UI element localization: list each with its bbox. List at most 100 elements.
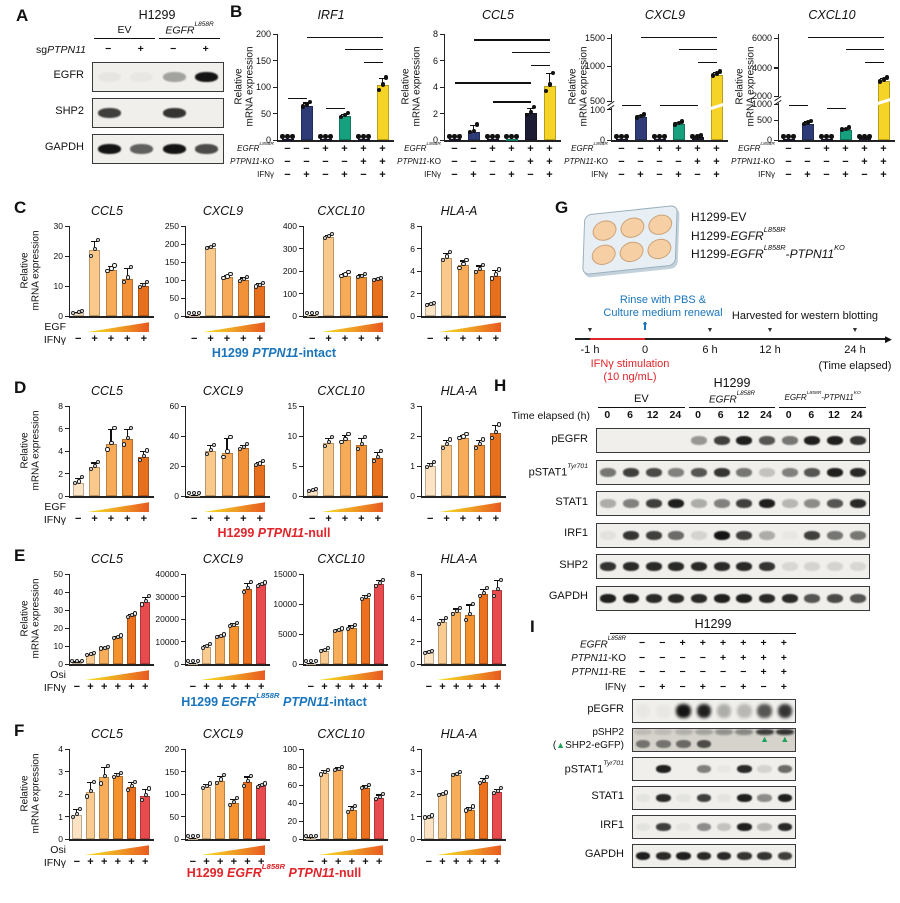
bar (356, 277, 367, 316)
text: − (451, 156, 457, 168)
bar (106, 444, 117, 496)
blot-condition-symbol: − (673, 666, 693, 678)
data-point-dot (485, 586, 489, 590)
y-tick-label: 0 (39, 491, 63, 501)
text: 0 (786, 409, 792, 421)
text: 100 (256, 82, 271, 92)
condition-symbol: + (669, 143, 688, 155)
data-point-dot (208, 642, 212, 646)
condition-symbol: + (111, 681, 125, 693)
y-tick-label: 6 (414, 56, 438, 66)
protein-band (717, 704, 732, 718)
text: 4 (58, 744, 63, 754)
condition-symbol: + (202, 513, 218, 525)
condition-symbol: + (855, 156, 874, 168)
data-point-dot (353, 623, 357, 627)
text: 200 (256, 29, 271, 39)
bar (256, 786, 266, 839)
bar (339, 116, 351, 140)
text: Rinse with PBS & (620, 294, 706, 306)
blot-condition-symbol: + (774, 652, 794, 664)
text: + (527, 143, 533, 155)
text: 30 (54, 605, 63, 615)
protein-band (850, 468, 866, 477)
protein-band (757, 794, 772, 802)
protein-band (778, 704, 793, 718)
data-point-dot (478, 267, 482, 271)
superscript: L858R (764, 243, 786, 252)
condition-row-label: IFNγ (554, 170, 608, 179)
text: H1299-EV (691, 210, 746, 224)
protein-band (697, 794, 712, 802)
condition-row-label: EGFRL858R (554, 144, 608, 153)
text: 6 (58, 424, 63, 434)
text: − (785, 143, 791, 155)
y-tick-label: 3 (391, 401, 415, 411)
text: − (785, 156, 791, 168)
text: − (284, 143, 290, 155)
text: EGFR (738, 144, 760, 153)
panel-label-a: A (16, 6, 28, 26)
text: + (325, 333, 331, 345)
text: 24 (851, 409, 863, 421)
text: 0 (410, 311, 415, 321)
text: − (639, 652, 645, 664)
data-point-dot (452, 134, 457, 139)
plate-well (620, 216, 645, 239)
text: Osi (50, 844, 66, 856)
text: 4 (410, 744, 415, 754)
data-point-dot (614, 134, 619, 139)
y-tick-label: 100 (155, 275, 179, 285)
text: + (87, 681, 93, 693)
protein-band (757, 765, 772, 773)
blot-condition-symbol: 12 (641, 409, 664, 421)
y-tick-label: 5 (273, 461, 297, 471)
blot-condition-symbol: − (693, 666, 713, 678)
text: − (656, 169, 662, 181)
blot-condition-symbol: 0 (596, 409, 619, 421)
text: 8 (58, 401, 63, 411)
protein-band (623, 468, 639, 477)
text: − (75, 333, 81, 345)
data-point-dot (106, 645, 110, 649)
data-point-dot (221, 455, 225, 459)
text: 15000 (273, 569, 297, 579)
condition-symbol: − (669, 156, 688, 168)
time-elapsed-caption: (Time elapsed) (795, 360, 900, 373)
chart-title: IRF1 (264, 8, 398, 22)
text: 6 (627, 409, 633, 421)
blot-row-label: STAT1 (494, 496, 588, 508)
data-point-dot (112, 263, 116, 267)
text: + (700, 681, 706, 693)
significance-line (474, 39, 550, 40)
bar (340, 276, 351, 317)
bar (783, 139, 795, 141)
data-point-dot (657, 134, 662, 139)
condition-symbol: + (125, 681, 139, 693)
data-point-dot (122, 442, 126, 446)
superscript: L858R (760, 142, 775, 147)
dose-gradient-triangle (439, 502, 501, 512)
text: + (861, 143, 867, 155)
significance-line (531, 65, 550, 66)
green-triangle-icon: ▲ (556, 740, 565, 750)
bar (374, 798, 384, 839)
text: IRF1 (600, 819, 624, 831)
text: + (761, 666, 767, 678)
gradient-row-label: EGF (22, 321, 66, 333)
y-tick (774, 67, 778, 68)
text: -intact (329, 695, 367, 709)
protein-band (759, 594, 775, 603)
bar (138, 286, 149, 316)
text: − (191, 513, 197, 525)
data-point-dot (642, 112, 647, 117)
condition-symbol: + (798, 169, 817, 181)
condition-row-label: PTPN11-KO (387, 157, 441, 166)
x-axis (444, 140, 561, 142)
text: + (115, 681, 121, 693)
condition-symbol: − (612, 169, 631, 181)
y-tick (181, 406, 185, 407)
y-tick-label: 1000 (581, 61, 605, 71)
y-tick (607, 66, 611, 67)
